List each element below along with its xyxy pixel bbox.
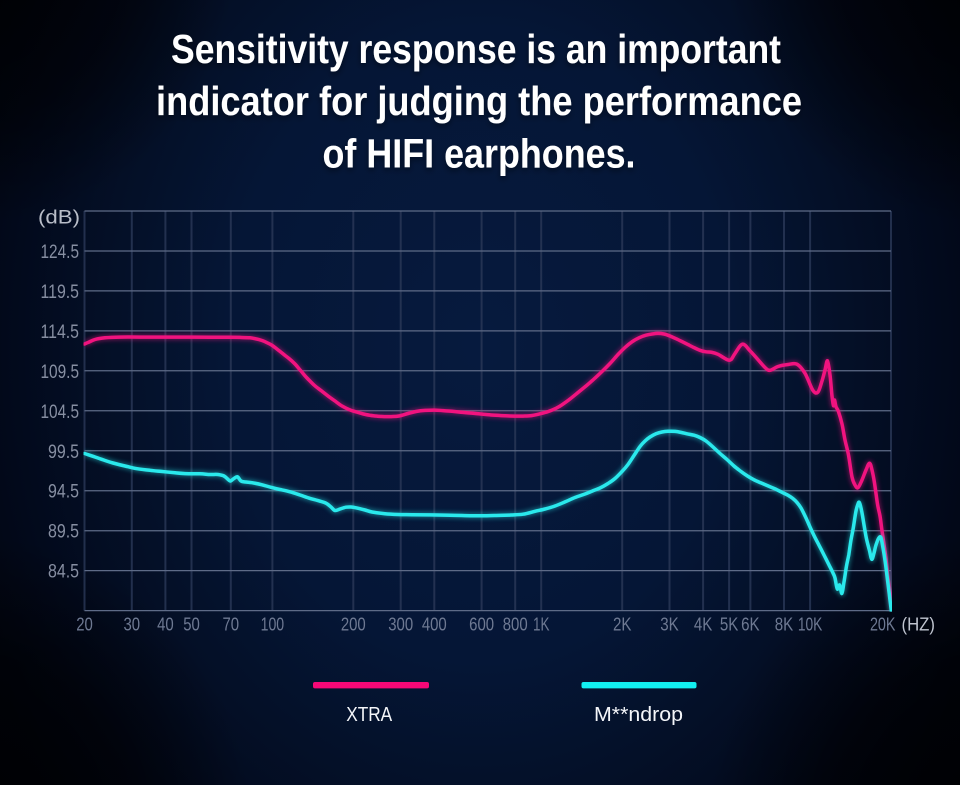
svg-text:600: 600	[469, 615, 494, 635]
svg-text:of HIFI earphones.: of HIFI earphones.	[323, 131, 636, 177]
svg-text:(HZ): (HZ)	[902, 615, 936, 635]
svg-text:800: 800	[503, 615, 528, 635]
svg-text:119.5: 119.5	[41, 282, 80, 303]
svg-text:50: 50	[183, 615, 200, 635]
svg-text:Sensitivity response is an imp: Sensitivity response is an important	[171, 26, 781, 72]
svg-text:124.5: 124.5	[41, 242, 80, 263]
svg-text:10K: 10K	[798, 615, 823, 635]
svg-text:200: 200	[341, 615, 366, 635]
svg-text:114.5: 114.5	[41, 322, 80, 343]
svg-text:109.5: 109.5	[41, 362, 80, 383]
svg-text:89.5: 89.5	[48, 522, 79, 543]
svg-text:70: 70	[223, 615, 240, 635]
svg-text:1K: 1K	[533, 615, 550, 635]
svg-text:20K: 20K	[870, 615, 896, 635]
svg-text:104.5: 104.5	[41, 402, 80, 423]
svg-text:30: 30	[124, 615, 141, 635]
svg-text:100: 100	[261, 615, 285, 635]
svg-text:99.5: 99.5	[48, 442, 79, 463]
svg-text:4K: 4K	[694, 615, 713, 635]
svg-text:5K: 5K	[720, 615, 739, 635]
svg-text:(dB): (dB)	[38, 208, 80, 229]
svg-text:8K: 8K	[775, 615, 794, 635]
svg-text:94.5: 94.5	[48, 482, 79, 503]
svg-text:XTRA: XTRA	[346, 703, 392, 726]
svg-text:2K: 2K	[613, 615, 632, 635]
svg-text:indicator for judging the perf: indicator for judging the performance	[156, 78, 802, 124]
svg-text:300: 300	[388, 615, 413, 635]
svg-text:M**ndrop: M**ndrop	[594, 703, 683, 726]
svg-text:84.5: 84.5	[48, 562, 79, 583]
svg-text:20: 20	[76, 615, 93, 635]
svg-text:6K: 6K	[741, 615, 760, 635]
svg-text:400: 400	[422, 615, 447, 635]
svg-text:3K: 3K	[660, 615, 679, 635]
svg-text:40: 40	[157, 615, 174, 635]
